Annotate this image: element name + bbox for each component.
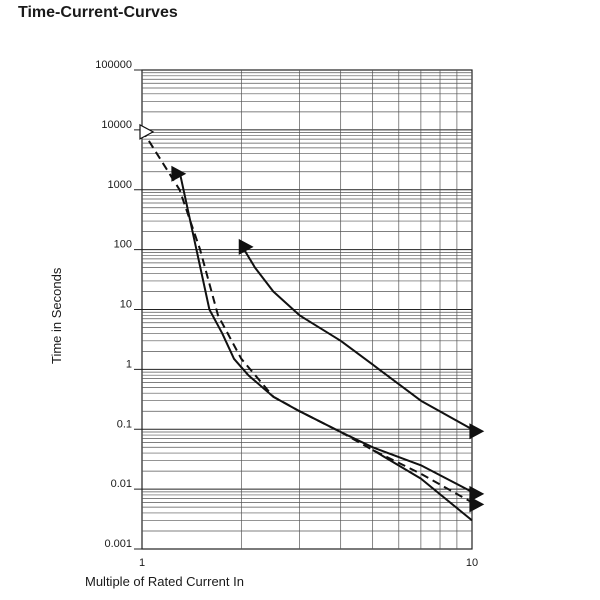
y-tick-label: 0.1 <box>117 418 132 430</box>
grid-layer <box>141 69 473 550</box>
series-layer <box>141 129 473 522</box>
series-line <box>240 244 473 431</box>
y-tick-label: 1000 <box>108 179 132 191</box>
marker-layer <box>139 123 485 513</box>
filled-triangle-marker <box>238 238 254 255</box>
y-tick-label: 10000 <box>101 119 132 131</box>
y-tick-label: 100 <box>114 239 132 251</box>
filled-triangle-marker <box>171 165 187 182</box>
series-line <box>141 129 473 504</box>
filled-triangle-marker <box>469 423 485 440</box>
x-axis-label: Multiple of Rated Current In <box>85 574 244 589</box>
y-tick-label: 0.01 <box>111 478 132 490</box>
series-line <box>372 449 473 522</box>
y-tick-label: 10 <box>120 299 132 311</box>
y-tick-label: 100000 <box>95 59 132 71</box>
x-tick-label: 1 <box>139 557 145 569</box>
y-axis-label: Time in Seconds <box>49 267 64 364</box>
label-layer: Multiple of Rated Current In Time in Sec… <box>49 267 244 589</box>
page-title: Time-Current-Curves <box>18 4 178 21</box>
y-tick-label: 1 <box>126 358 132 370</box>
x-tick-label: 10 <box>466 557 478 569</box>
axis-layer: 100000 10000 1000 100 10 1 0.1 0.01 0.001 1 10 <box>95 59 478 569</box>
filled-triangle-marker <box>469 485 485 502</box>
outline-triangle-marker <box>139 123 155 140</box>
filled-triangle-marker <box>469 496 485 513</box>
y-tick-label: 0.001 <box>104 538 132 550</box>
